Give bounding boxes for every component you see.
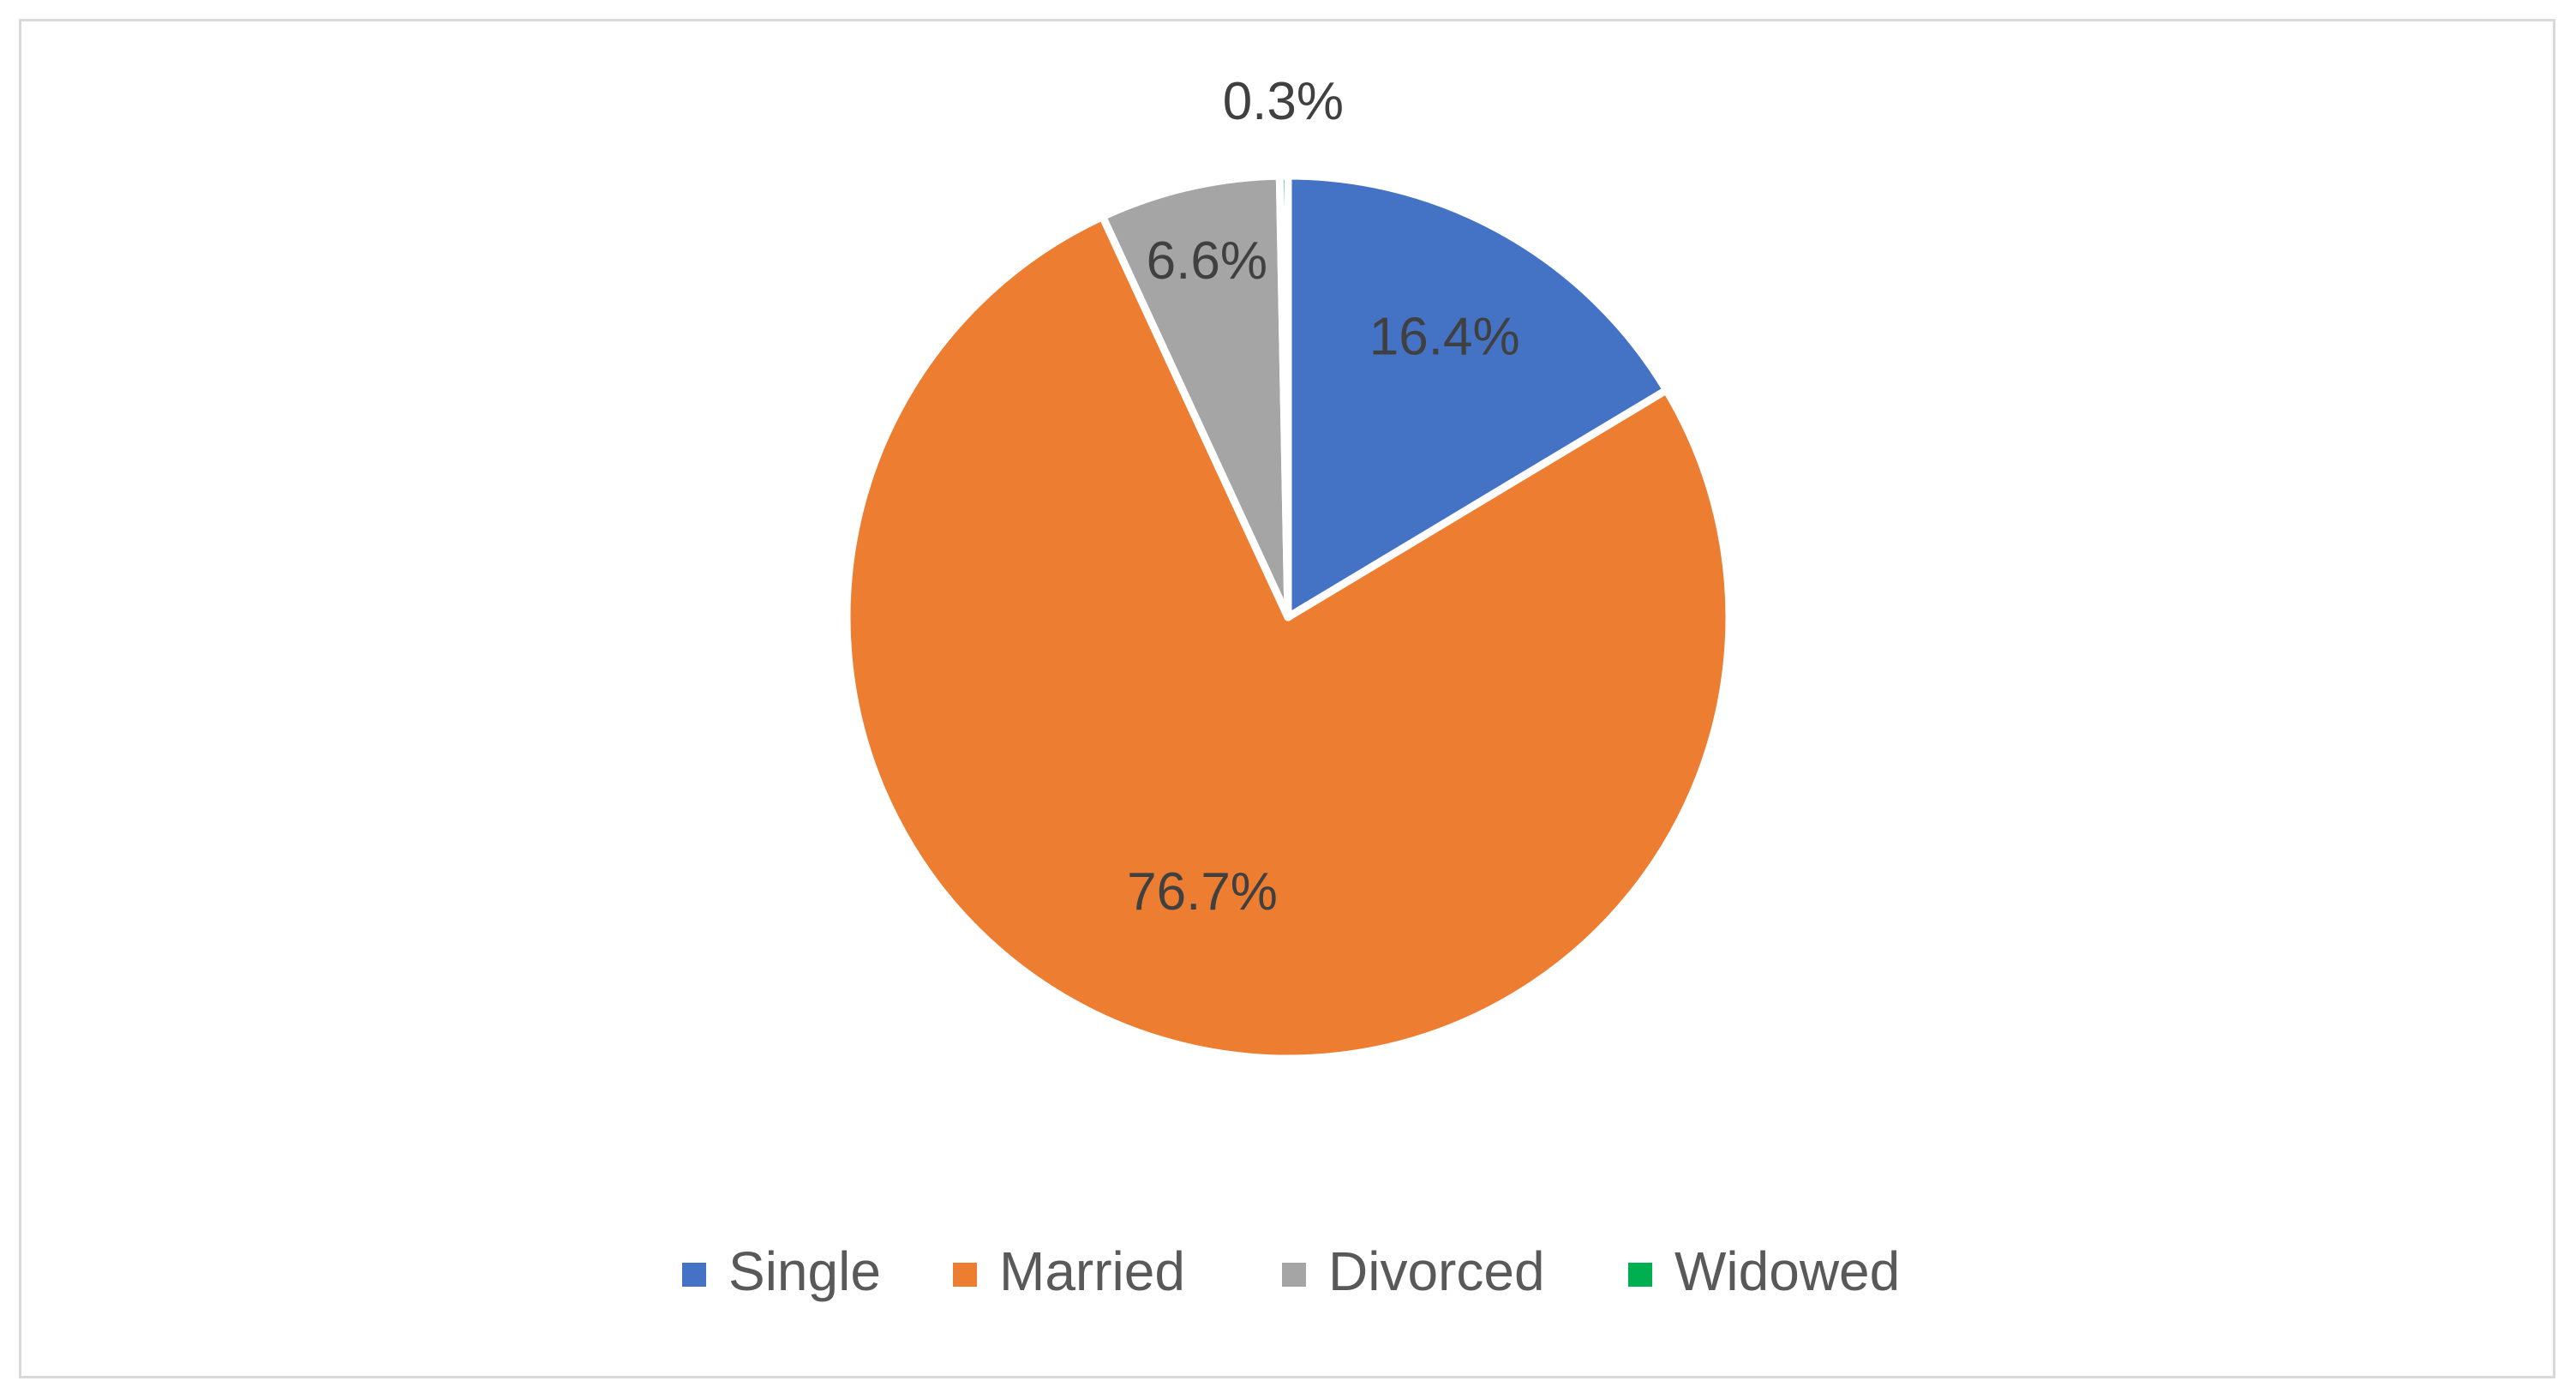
- legend-swatch-married: [953, 1263, 977, 1287]
- legend-label-single: Single: [728, 1240, 881, 1302]
- data-label-married: 76.7%: [1127, 862, 1278, 922]
- legend-label-married: Married: [999, 1240, 1185, 1302]
- pie-slices: [842, 171, 1734, 1063]
- legend-swatch-divorced: [1282, 1263, 1306, 1287]
- legend-swatch-single: [682, 1263, 706, 1287]
- legend-label-widowed: Widowed: [1674, 1240, 1900, 1302]
- legend-label-divorced: Divorced: [1328, 1240, 1545, 1302]
- data-label-single: 16.4%: [1369, 308, 1520, 367]
- pie-slice-divorced: [1099, 171, 1292, 621]
- pie-slice-single: [1284, 171, 1671, 621]
- data-label-divorced: 6.6%: [1147, 231, 1267, 291]
- data-label-widowed: 0.3%: [1223, 72, 1344, 131]
- data-labels: 16.4% 76.7% 6.6% 0.3%: [1127, 72, 1519, 922]
- pie-slice-widowed: [1275, 171, 1292, 621]
- legend-swatch-widowed: [1628, 1263, 1652, 1287]
- pie-slice-married: [842, 213, 1734, 1063]
- legend: Single Married Divorced Widowed: [682, 1240, 1900, 1302]
